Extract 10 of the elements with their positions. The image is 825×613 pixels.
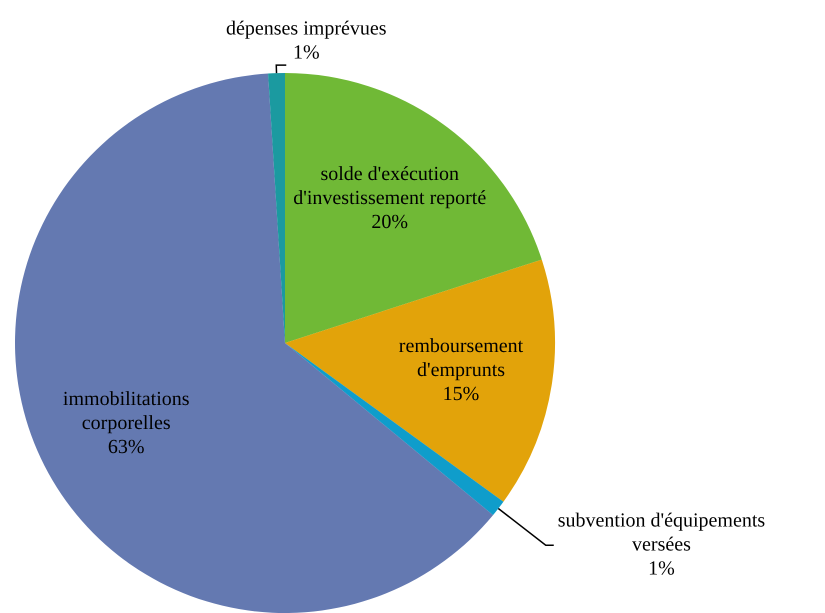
data-label: 15% [442, 383, 480, 406]
data-label: 1% [648, 558, 675, 580]
slice-label: remboursement d'emprunts [398, 335, 524, 382]
slice-label: solde d'exécution d'investissement reporté [293, 163, 486, 210]
slice-label: immobilitations corporelles [62, 388, 190, 434]
data-label: 20% [371, 211, 408, 234]
data-label: 63% [108, 436, 145, 458]
slice-label: subvention d'équipements versées [558, 510, 766, 556]
slice-label: dépenses imprévues [226, 17, 387, 40]
data-label: 1% [292, 41, 320, 64]
